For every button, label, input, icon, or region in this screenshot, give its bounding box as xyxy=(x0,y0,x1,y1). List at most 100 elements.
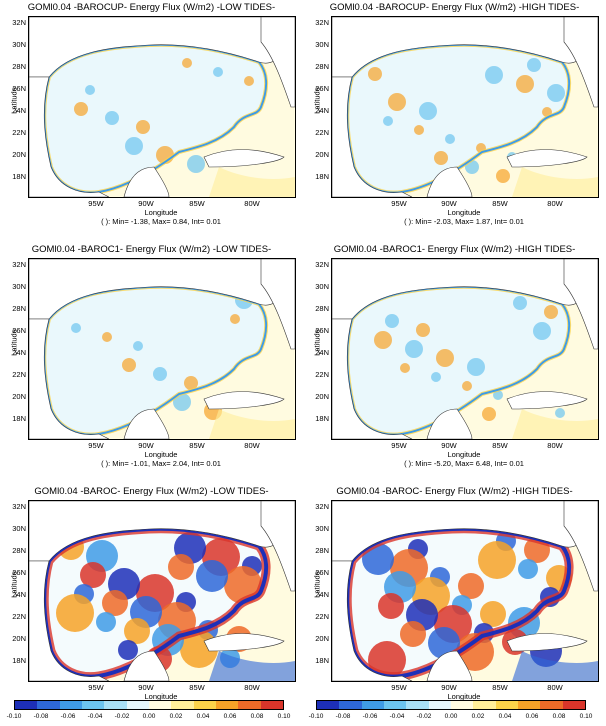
y-tick-label: 24N xyxy=(12,106,26,115)
y-tick-label: 24N xyxy=(12,348,26,357)
y-tick-label: 18N xyxy=(12,172,26,181)
colorbar-swatch xyxy=(193,701,216,709)
y-tick-label: 32N xyxy=(315,18,329,27)
colorbar-swatch xyxy=(126,701,149,709)
x-axis-label: Longitude xyxy=(447,208,481,217)
y-tick-label: 30N xyxy=(12,40,26,49)
colorbar-swatch xyxy=(406,701,429,709)
flux-map xyxy=(332,259,598,439)
panel-title: GOMl0.04 -BAROC- Energy Flux (W/m2) -HIG… xyxy=(336,486,573,497)
y-tick-label: 26N xyxy=(315,568,329,577)
x-tick-label: 90W xyxy=(138,199,154,208)
x-tick-label: 90W xyxy=(138,441,154,450)
colorbar-swatch xyxy=(339,701,362,709)
map-frame xyxy=(331,16,599,198)
y-tick-label: 18N xyxy=(315,172,329,181)
panel-title: GOMl0.04 -BAROC1- Energy Flux (W/m2) -HI… xyxy=(333,244,576,255)
x-tick-label: 80W xyxy=(547,441,563,450)
panel-stats: ( ): Min= -1.38, Max= 0.84, Int= 0.01 xyxy=(101,217,221,226)
y-tick-label: 28N xyxy=(12,304,26,313)
x-tick-label: 95W xyxy=(88,441,104,450)
y-tick-label: 28N xyxy=(12,546,26,555)
y-tick-label: 18N xyxy=(315,656,329,665)
x-tick-label: 95W xyxy=(391,683,407,692)
colorbar-swatch xyxy=(473,701,496,709)
map-panel: GOMl0.04 -BAROC1- Energy Flux (W/m2) -LO… xyxy=(0,242,303,484)
colorbar-swatch xyxy=(37,701,60,709)
colorbar-tick-label: 0.08 xyxy=(552,713,566,720)
colorbar-swatch xyxy=(148,701,172,709)
x-tick-label: 85W xyxy=(492,441,508,450)
panel-title: GOMl0.04 -BAROC1- Energy Flux (W/m2) -LO… xyxy=(31,244,272,255)
y-tick-label: 28N xyxy=(315,62,329,71)
colorbar-tick-label: -0.08 xyxy=(335,713,351,720)
x-tick-label: 80W xyxy=(244,441,260,450)
panel-stats: ( ): Min= -1.01, Max= 2.04, Int= 0.01 xyxy=(101,459,221,468)
colorbar-swatch xyxy=(517,701,541,709)
y-tick-label: 24N xyxy=(315,348,329,357)
y-tick-label: 26N xyxy=(315,326,329,335)
y-tick-label: 28N xyxy=(12,62,26,71)
colorbar-tick-label: 0.06 xyxy=(525,713,539,720)
colorbar-tick-label: 0.00 xyxy=(142,713,156,720)
colorbar-tick-label: 0.10 xyxy=(277,713,291,720)
colorbar-tick-label: -0.04 xyxy=(87,713,103,720)
map-panel: GOMl0.04 -BAROCUP- Energy Flux (W/m2) -L… xyxy=(0,0,303,242)
flux-map xyxy=(332,17,598,197)
colorbar-swatch xyxy=(260,701,283,709)
x-axis-label: Longitude xyxy=(447,450,481,459)
colorbar-swatch xyxy=(428,701,451,709)
colorbar-swatch xyxy=(59,701,82,709)
x-tick-label: 95W xyxy=(391,199,407,208)
y-tick-label: 24N xyxy=(12,590,26,599)
x-tick-label: 90W xyxy=(441,683,457,692)
colorbar-tick-label: 0.02 xyxy=(471,713,485,720)
x-tick-label: 90W xyxy=(138,683,154,692)
map-panel: GOMl0.04 -BAROC- Energy Flux (W/m2) -LOW… xyxy=(0,484,303,726)
y-tick-label: 20N xyxy=(12,634,26,643)
map-panel: GOMl0.04 -BAROC- Energy Flux (W/m2) -HIG… xyxy=(303,484,606,726)
y-tick-label: 32N xyxy=(12,260,26,269)
y-tick-label: 18N xyxy=(12,414,26,423)
flux-map xyxy=(29,17,295,197)
map-frame xyxy=(28,16,296,198)
panel-title: GOMl0.04 -BAROCUP- Energy Flux (W/m2) -H… xyxy=(329,2,580,13)
x-tick-label: 95W xyxy=(88,199,104,208)
y-tick-label: 18N xyxy=(315,414,329,423)
panel-stats: ( ): Min= -5.20, Max= 6.48, Int= 0.01 xyxy=(404,459,524,468)
y-tick-label: 22N xyxy=(315,128,329,137)
y-tick-label: 24N xyxy=(315,590,329,599)
colorbar-tick-label: 0.08 xyxy=(250,713,264,720)
map-frame xyxy=(28,500,296,682)
x-axis-label: Longitude xyxy=(144,450,178,459)
y-tick-label: 26N xyxy=(12,84,26,93)
x-tick-label: 80W xyxy=(547,199,563,208)
x-axis-label: Longitude xyxy=(144,692,178,701)
colorbar-swatch xyxy=(15,701,38,709)
y-tick-label: 22N xyxy=(315,370,329,379)
colorbar-swatch xyxy=(361,701,384,709)
colorbar-tick-label: -0.02 xyxy=(416,713,432,720)
y-tick-label: 24N xyxy=(315,106,329,115)
y-tick-label: 30N xyxy=(315,282,329,291)
x-tick-label: 85W xyxy=(189,199,205,208)
colorbar-swatch xyxy=(171,701,194,709)
y-axis-label: Latitude xyxy=(312,87,322,114)
flux-map xyxy=(29,259,295,439)
x-tick-label: 80W xyxy=(244,199,260,208)
y-axis-label: Latitude xyxy=(9,329,19,356)
colorbar-left: -0.10 -0.08 -0.06 -0.04 -0.02 0.00 0.02 0.04 0.0… xyxy=(7,700,290,724)
colorbar-tick-label: 0.04 xyxy=(196,713,210,720)
y-tick-label: 22N xyxy=(12,128,26,137)
colorbar-tick-label: 0.04 xyxy=(498,713,512,720)
flux-map xyxy=(332,501,598,681)
colorbar-strip xyxy=(14,700,284,710)
colorbar-tick-label: 0.10 xyxy=(579,713,593,720)
colorbar-swatch xyxy=(562,701,585,709)
x-tick-label: 85W xyxy=(492,683,508,692)
colorbar-right: -0.10 -0.08 -0.06 -0.04 -0.02 0.00 0.02 0.04 0.0… xyxy=(309,700,592,724)
panel-title: GOMl0.04 -BAROCUP- Energy Flux (W/m2) -L… xyxy=(27,2,276,13)
colorbar-swatch xyxy=(450,701,474,709)
y-axis-label: Latitude xyxy=(9,87,19,114)
y-tick-label: 26N xyxy=(12,326,26,335)
